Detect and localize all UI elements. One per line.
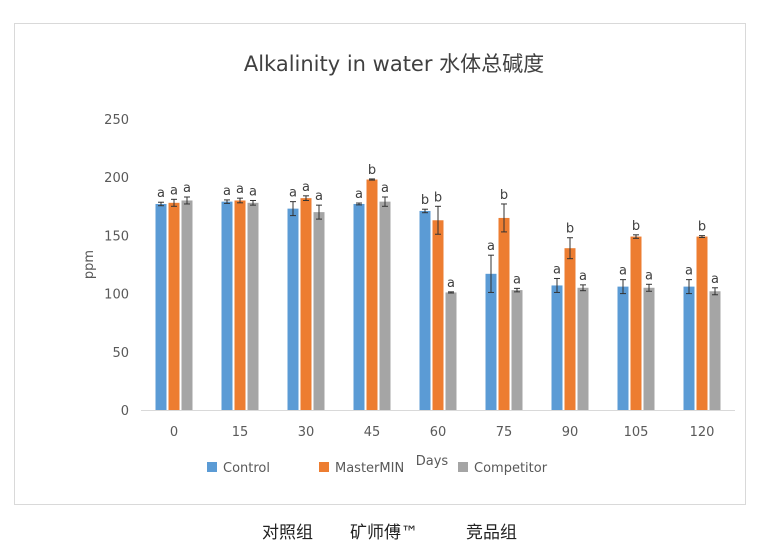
bar-competitor-30 <box>313 212 325 410</box>
significance-letter: a <box>289 186 297 201</box>
bar-control-15 <box>221 201 233 410</box>
bar-mastermin-105 <box>630 236 642 410</box>
bar-mastermin-30 <box>300 198 312 410</box>
footer-label-control: 对照组 <box>262 523 313 543</box>
x-tick-label: 120 <box>690 425 715 440</box>
significance-letter: a <box>487 239 495 254</box>
x-tick-label: 0 <box>170 425 178 440</box>
legend-label-control: Control <box>223 461 270 476</box>
bar-control-30 <box>287 208 299 410</box>
chart-frame: Alkalinity in water 水体总碱度 0 50 100 150 200 250… <box>14 23 746 505</box>
significance-letter: a <box>170 183 178 198</box>
y-tick-label: 250 <box>104 113 129 128</box>
significance-letter: a <box>223 184 231 199</box>
significance-letter: a <box>579 269 587 284</box>
legend-swatch-competitor <box>458 462 468 472</box>
bar-control-105 <box>617 286 629 410</box>
significance-letter: b <box>368 163 376 178</box>
significance-letter: a <box>157 186 165 201</box>
bar-mastermin-90 <box>564 248 576 410</box>
x-tick-label: 75 <box>496 425 513 440</box>
bar-control-75 <box>485 273 497 410</box>
footer-label-mastermin: 矿师傅™ <box>350 523 418 543</box>
chart-title: Alkalinity in water 水体总碱度 <box>244 52 544 76</box>
bar-competitor-45 <box>379 201 391 410</box>
significance-letter: a <box>513 272 521 287</box>
significance-letter: b <box>500 188 508 203</box>
bar-mastermin-60 <box>432 220 444 410</box>
x-tick-label: 90 <box>562 425 579 440</box>
bar-mastermin-75 <box>498 217 510 410</box>
bar-competitor-15 <box>247 202 259 410</box>
bar-control-120 <box>683 286 695 410</box>
significance-letter: b <box>434 190 442 205</box>
significance-letter: a <box>711 272 719 287</box>
significance-letter: a <box>302 180 310 195</box>
footer-label-competitor: 竞品组 <box>466 523 517 543</box>
legend-swatch-control <box>207 462 217 472</box>
legend-label-mastermin: MasterMIN <box>335 461 404 476</box>
significance-letter: a <box>645 268 653 283</box>
bar-control-90 <box>551 285 563 410</box>
y-tick-label: 200 <box>104 171 129 186</box>
y-tick-label: 50 <box>112 346 129 361</box>
alkalinity-chart: Alkalinity in water 水体总碱度050100150200250… <box>82 52 735 476</box>
bar-mastermin-45 <box>366 179 378 410</box>
significance-letter: a <box>355 187 363 202</box>
significance-letter: b <box>698 220 706 235</box>
x-tick-label: 30 <box>298 425 315 440</box>
bar-mastermin-0 <box>168 202 180 410</box>
legend-swatch-mastermin <box>319 462 329 472</box>
significance-letter: a <box>315 189 323 204</box>
significance-letter: a <box>447 276 455 291</box>
significance-letter: b <box>566 222 574 237</box>
significance-letter: a <box>249 184 257 199</box>
x-axis-label: Days <box>416 454 449 469</box>
bar-competitor-60 <box>445 292 457 410</box>
significance-letter: a <box>553 262 561 277</box>
bar-competitor-90 <box>577 287 589 410</box>
bar-mastermin-120 <box>696 236 708 410</box>
bar-control-0 <box>155 203 167 410</box>
x-tick-label: 60 <box>430 425 447 440</box>
y-tick-label: 150 <box>104 229 129 244</box>
legend-label-competitor: Competitor <box>474 461 548 476</box>
bar-control-60 <box>419 210 431 410</box>
footer-labels: 对照组 矿师傅™ 竞品组 <box>0 518 764 548</box>
bar-mastermin-15 <box>234 200 246 410</box>
y-axis-label: ppm <box>82 250 97 279</box>
significance-letter: a <box>183 181 191 196</box>
significance-letter: a <box>619 264 627 279</box>
x-tick-label: 105 <box>624 425 649 440</box>
x-tick-label: 45 <box>364 425 381 440</box>
significance-letter: b <box>421 193 429 208</box>
significance-letter: b <box>632 219 640 234</box>
y-tick-label: 100 <box>104 288 129 303</box>
bar-competitor-0 <box>181 200 193 410</box>
bar-control-45 <box>353 203 365 410</box>
y-tick-label: 0 <box>121 404 129 419</box>
significance-letter: a <box>685 264 693 279</box>
significance-letter: a <box>236 182 244 197</box>
significance-letter: a <box>381 181 389 196</box>
bar-competitor-120 <box>709 291 721 410</box>
bar-competitor-105 <box>643 287 655 410</box>
bar-competitor-75 <box>511 290 523 410</box>
x-tick-label: 15 <box>232 425 249 440</box>
